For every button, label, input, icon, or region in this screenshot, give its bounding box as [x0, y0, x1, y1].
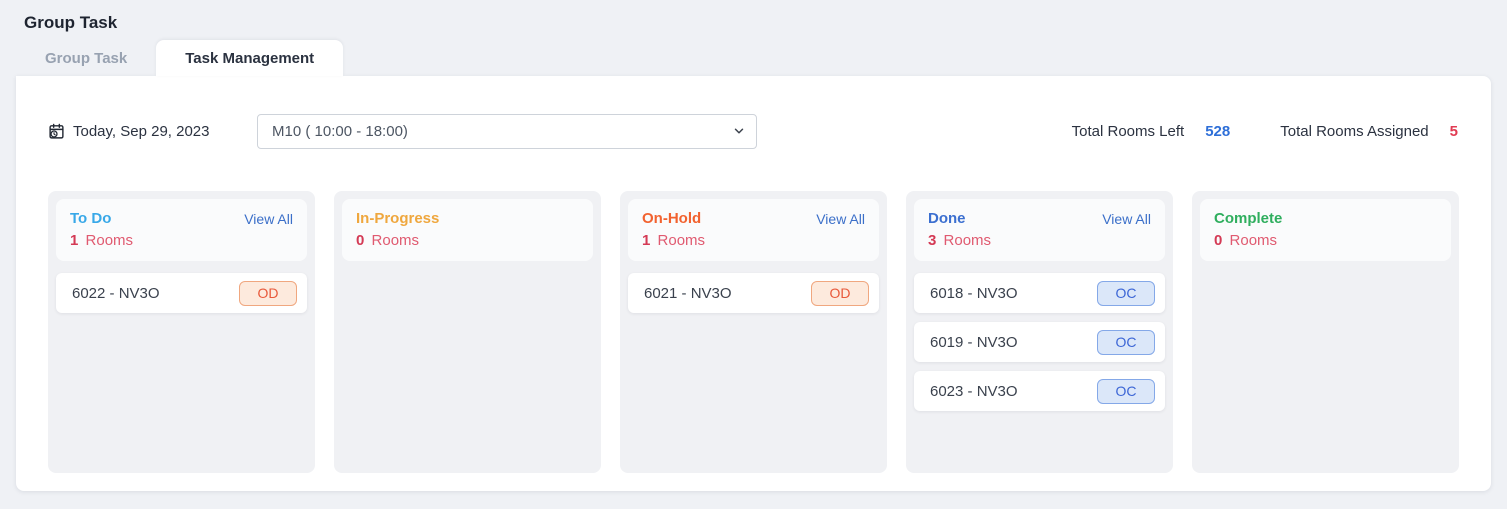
column-title: Complete — [1214, 210, 1283, 227]
total-rooms-assigned-value: 5 — [1449, 123, 1458, 140]
column-title: In-Progress — [356, 210, 440, 227]
date-display: Today, Sep 29, 2023 — [48, 123, 257, 140]
total-rooms-left-label: Total Rooms Left — [1071, 123, 1185, 140]
room-count: 1 Rooms — [642, 232, 865, 249]
task-card[interactable]: 6022 - NV3O OD — [56, 273, 307, 313]
room-count-label: Rooms — [371, 232, 420, 249]
room-count-value: 0 — [1214, 232, 1223, 249]
column-header-top: To Do View All — [70, 210, 293, 227]
status-badge[interactable]: OC — [1097, 329, 1155, 355]
column-title: Done — [928, 210, 966, 227]
calendar-clock-icon — [48, 123, 65, 140]
column-title: To Do — [70, 210, 112, 227]
column-header-top: Done View All — [928, 210, 1151, 227]
board-column: To Do View All 1 Rooms 6022 - NV3O OD — [48, 191, 315, 473]
board-column: Done View All 3 Rooms 6018 - NV3O OC 601… — [906, 191, 1173, 473]
column-header: To Do View All 1 Rooms — [56, 199, 307, 261]
shift-select[interactable]: M10 ( 10:00 - 18:00) — [257, 114, 757, 149]
task-card[interactable]: 6021 - NV3O OD — [628, 273, 879, 313]
board: To Do View All 1 Rooms 6022 - NV3O OD In… — [32, 191, 1475, 473]
total-rooms-left: Total Rooms Left 528 — [1072, 123, 1231, 140]
status-badge[interactable]: OC — [1097, 280, 1155, 306]
page-header: Group Task — [0, 0, 1507, 40]
total-rooms-left-value: 528 — [1205, 123, 1231, 140]
column-header-top: In-Progress — [356, 210, 579, 227]
column-header: Complete 0 Rooms — [1200, 199, 1451, 261]
card-list: 6021 - NV3O OD — [628, 273, 879, 313]
column-header-top: Complete — [1214, 210, 1437, 227]
view-all-link[interactable]: View All — [1102, 210, 1151, 227]
page-title: Group Task — [24, 13, 118, 32]
date-label: Today, Sep 29, 2023 — [73, 123, 210, 140]
room-label: 6021 - NV3O — [644, 284, 732, 302]
tab-group-task[interactable]: Group Task — [45, 50, 128, 67]
board-column: Complete 0 Rooms — [1192, 191, 1459, 473]
task-card[interactable]: 6019 - NV3O OC — [914, 322, 1165, 362]
tab-bar: Group Task Task Management — [16, 40, 1507, 76]
column-title: On-Hold — [642, 210, 702, 227]
total-rooms-assigned: Total Rooms Assigned 5 — [1280, 123, 1458, 140]
column-header: Done View All 3 Rooms — [914, 199, 1165, 261]
status-badge[interactable]: OD — [811, 280, 869, 306]
room-count-label: Rooms — [657, 232, 706, 249]
task-card[interactable]: 6023 - NV3O OC — [914, 371, 1165, 411]
shift-select-wrap: M10 ( 10:00 - 18:00) — [257, 114, 757, 149]
toolbar: Today, Sep 29, 2023 M10 ( 10:00 - 18:00)… — [32, 114, 1475, 149]
room-count: 0 Rooms — [1214, 232, 1437, 249]
room-count: 3 Rooms — [928, 232, 1151, 249]
view-all-link[interactable]: View All — [244, 210, 293, 227]
room-label: 6019 - NV3O — [930, 333, 1018, 351]
board-column: On-Hold View All 1 Rooms 6021 - NV3O OD — [620, 191, 887, 473]
column-header-top: On-Hold View All — [642, 210, 865, 227]
card-list: 6018 - NV3O OC 6019 - NV3O OC 6023 - NV3… — [914, 273, 1165, 411]
view-all-link[interactable]: View All — [816, 210, 865, 227]
status-badge[interactable]: OC — [1097, 378, 1155, 404]
room-count: 1 Rooms — [70, 232, 293, 249]
card-list: 6022 - NV3O OD — [56, 273, 307, 313]
task-card[interactable]: 6018 - NV3O OC — [914, 273, 1165, 313]
room-label: 6023 - NV3O — [930, 382, 1018, 400]
column-header: In-Progress 0 Rooms — [342, 199, 593, 261]
room-label: 6022 - NV3O — [72, 284, 160, 302]
content-panel: Today, Sep 29, 2023 M10 ( 10:00 - 18:00)… — [16, 76, 1491, 491]
tab-task-management[interactable]: Task Management — [156, 40, 344, 76]
total-rooms-assigned-label: Total Rooms Assigned — [1280, 123, 1429, 140]
room-count-value: 0 — [356, 232, 365, 249]
board-column: In-Progress 0 Rooms — [334, 191, 601, 473]
column-header: On-Hold View All 1 Rooms — [628, 199, 879, 261]
room-label: 6018 - NV3O — [930, 284, 1018, 302]
room-count-value: 1 — [70, 232, 79, 249]
room-count: 0 Rooms — [356, 232, 579, 249]
room-count-value: 3 — [928, 232, 937, 249]
room-count-label: Rooms — [943, 232, 992, 249]
room-count-label: Rooms — [85, 232, 134, 249]
status-badge[interactable]: OD — [239, 280, 297, 306]
room-count-label: Rooms — [1229, 232, 1278, 249]
room-count-value: 1 — [642, 232, 651, 249]
